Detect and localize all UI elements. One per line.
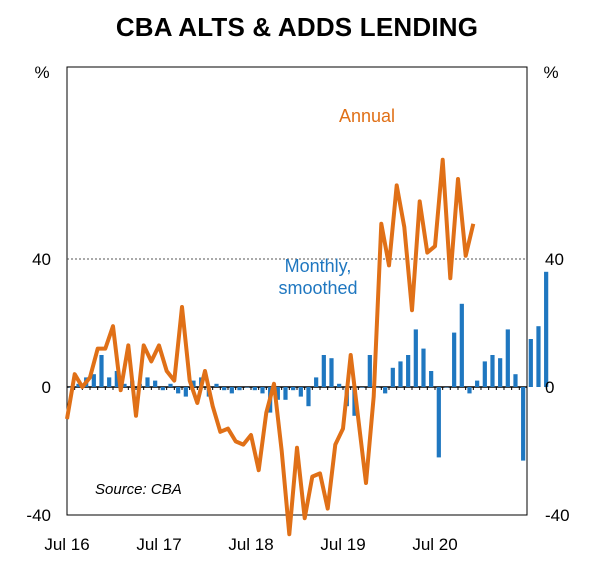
right-y-tick-label: 0 (545, 378, 554, 397)
monthly-bar (452, 332, 457, 387)
monthly-bar (436, 387, 441, 458)
monthly-bar (544, 271, 549, 387)
monthly-bar (214, 383, 219, 387)
monthly-bar (367, 355, 372, 387)
monthly-bar (252, 387, 257, 391)
annual-line (65, 157, 476, 537)
monthly-bar (383, 387, 388, 394)
monthly-bar (498, 358, 503, 387)
annual-line-layer (65, 157, 476, 537)
x-tick-label: Jul 19 (320, 535, 365, 554)
monthly-series-label-line2: smoothed (278, 278, 357, 298)
monthly-bar (444, 387, 449, 388)
monthly-bar (398, 361, 403, 387)
monthly-bar (421, 348, 426, 387)
axis-labels: 40 40 0 0 -40 -40% % Jul 16 Jul 17 Jul 18 Jul 19 Ju… (26, 63, 569, 554)
monthly-bar (222, 387, 227, 391)
monthly-bar (145, 377, 150, 387)
monthly-bar (536, 326, 541, 387)
monthly-bars (68, 271, 549, 461)
monthly-bar (429, 371, 434, 387)
right-y-tick-label: -40 (545, 506, 570, 525)
plot-frame (66, 66, 528, 516)
monthly-bar (107, 377, 112, 387)
monthly-bar (505, 329, 510, 387)
x-tick-label: Jul 16 (44, 535, 89, 554)
chart-title: CBA ALTS & ADDS LENDING (115, 12, 479, 42)
left-unit-label: % (34, 63, 49, 82)
monthly-bar (459, 303, 464, 387)
monthly-bar (482, 361, 487, 387)
monthly-bar (122, 383, 127, 387)
left-y-tick-label: 0 (42, 378, 51, 397)
annotations: Annual Monthly,smoothed Source: CBA (95, 106, 395, 498)
monthly-bar (160, 387, 165, 391)
plot-border (66, 66, 528, 516)
monthly-bar (245, 387, 250, 388)
monthly-bar (413, 329, 418, 387)
left-y-tick-label: -40 (26, 506, 51, 525)
monthly-bar (467, 387, 472, 394)
monthly-bar (183, 387, 188, 397)
monthly-bar (521, 387, 526, 461)
monthly-bar (406, 355, 411, 387)
monthly-bar (528, 339, 533, 387)
monthly-bar (275, 387, 280, 400)
monthly-bar (237, 387, 242, 391)
monthly-bar (76, 383, 81, 387)
x-tick-label: Jul 17 (136, 535, 181, 554)
monthly-bar (168, 383, 173, 387)
right-y-tick-label: 40 (545, 250, 564, 269)
monthly-series-label-line1: Monthly, (285, 256, 352, 276)
x-tick-label: Jul 20 (412, 535, 457, 554)
annual-series-label: Annual (339, 106, 395, 126)
monthly-bar (314, 377, 319, 387)
monthly-bar (337, 383, 342, 387)
monthly-bar (176, 387, 181, 394)
monthly-bar (475, 380, 480, 387)
monthly-bar (513, 374, 518, 387)
monthly-bar (114, 371, 119, 387)
monthly-bar (390, 367, 395, 387)
monthly-bar (260, 387, 265, 394)
monthly-bar (91, 374, 96, 387)
right-unit-label: % (543, 63, 558, 82)
monthly-bar (329, 358, 334, 387)
monthly-bar (321, 355, 326, 387)
monthly-bar (298, 387, 303, 397)
monthly-bar (229, 387, 234, 394)
monthly-bar (153, 380, 158, 387)
left-y-tick-label: 40 (32, 250, 51, 269)
monthly-bar (490, 355, 495, 387)
monthly-bar (306, 387, 311, 407)
gridlines (66, 258, 528, 390)
monthly-bar (375, 387, 380, 388)
source-note: Source: CBA (95, 481, 182, 498)
monthly-bar (360, 387, 365, 388)
monthly-bar (283, 387, 288, 400)
monthly-bar (291, 387, 296, 391)
x-tick-label: Jul 18 (228, 535, 273, 554)
monthly-bar (99, 355, 104, 387)
monthly-bar (191, 380, 196, 387)
